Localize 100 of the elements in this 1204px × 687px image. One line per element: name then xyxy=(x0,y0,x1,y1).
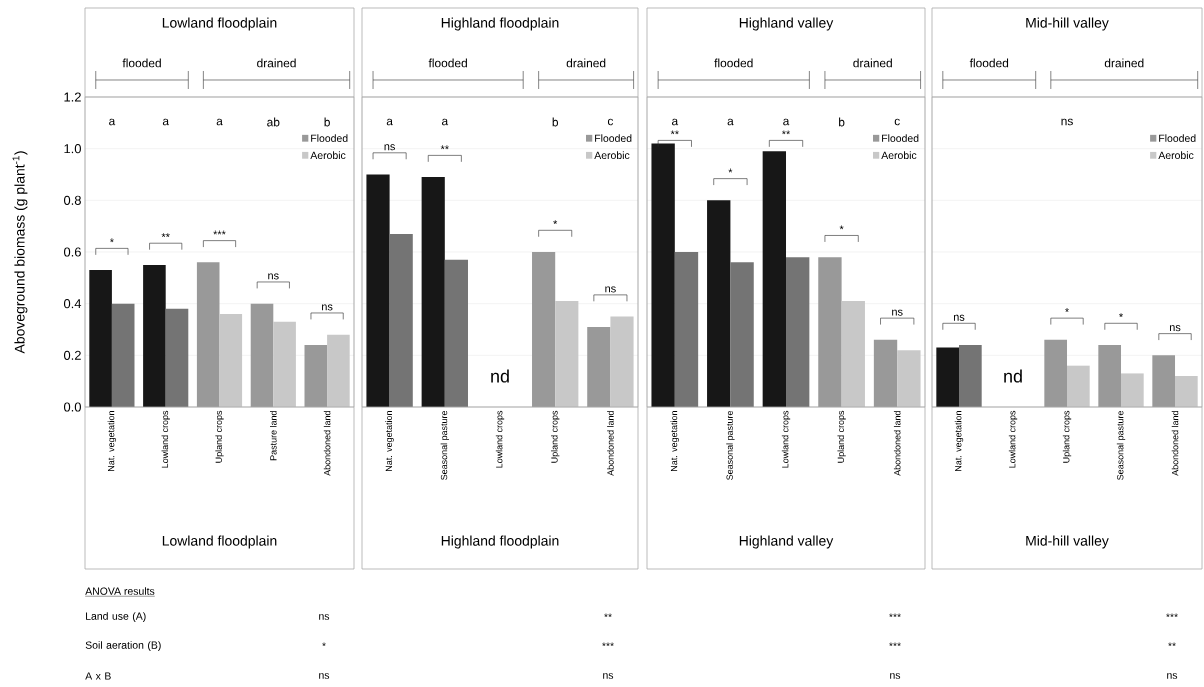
x-tick-label: Pasture land xyxy=(270,411,277,461)
x-axis-title: Highland valley xyxy=(739,535,834,549)
annotation: c xyxy=(894,118,900,126)
chart-title: Lowland floodplain xyxy=(162,17,277,31)
bar xyxy=(610,316,634,407)
x-tick-label: Seasonal pasture xyxy=(726,410,735,480)
bar xyxy=(327,334,350,407)
y-tick-label: 0.8 xyxy=(63,195,81,205)
text: *** xyxy=(1166,613,1178,618)
annotation: ns xyxy=(892,309,903,316)
y-tick-label: 0.4 xyxy=(63,299,82,309)
legend-label: Flooded xyxy=(1159,134,1196,142)
bar xyxy=(936,347,960,407)
annotation: * xyxy=(1119,313,1123,318)
annotation: ns xyxy=(953,314,965,321)
bar xyxy=(674,252,699,407)
y-tick-label: 0.2 xyxy=(63,350,81,360)
bar xyxy=(389,233,413,407)
text: ** xyxy=(604,613,612,618)
x-tick-label: Nat. vegetation xyxy=(670,411,679,471)
annotation: * xyxy=(109,238,114,243)
x-tick-label: Nat. vegetation xyxy=(107,411,117,471)
text: drained xyxy=(1104,58,1144,68)
text: *** xyxy=(889,613,901,618)
text: ns xyxy=(603,673,614,679)
text: *** xyxy=(602,642,614,647)
annotation: ns xyxy=(605,286,616,293)
x-tick-label: Lowland crops xyxy=(161,410,170,468)
text: flooded xyxy=(714,58,753,68)
text: *** xyxy=(889,642,901,647)
x-tick-label: Lowland crops xyxy=(495,410,505,468)
annotation: nd xyxy=(1004,369,1022,383)
bar xyxy=(587,326,611,407)
legend-label: Flooded xyxy=(595,134,632,142)
bar xyxy=(273,321,296,407)
text: ns xyxy=(890,673,901,679)
annotation: a xyxy=(386,118,393,126)
text: ANOVA results xyxy=(85,587,155,595)
annotation: a xyxy=(671,118,679,126)
chart-title: Highland valley xyxy=(739,17,834,31)
y-tick-label: 1.2 xyxy=(64,92,81,102)
x-axis-title: Lowland floodplain xyxy=(162,535,277,549)
text: flooded xyxy=(428,58,467,68)
legend-label: Aerobic xyxy=(881,151,917,160)
text: drained xyxy=(853,58,892,68)
annotation: * xyxy=(728,168,733,173)
x-tick-label: Nat. vegetation xyxy=(954,411,964,471)
x-tick-label: Upland crops xyxy=(837,410,846,463)
legend-label: Aerobic xyxy=(1158,151,1194,160)
bar xyxy=(444,259,468,407)
annotation: a xyxy=(441,118,449,126)
annotation: ns xyxy=(322,304,333,311)
annotation: * xyxy=(839,225,844,230)
annotation: a xyxy=(783,118,790,126)
x-tick-label: Seasonal pasture xyxy=(440,410,449,480)
bar xyxy=(89,270,112,407)
bar xyxy=(366,174,390,407)
bar xyxy=(304,345,328,407)
bar xyxy=(1121,373,1144,407)
y-tick-label: 1.0 xyxy=(64,144,81,154)
text: ns xyxy=(1167,673,1178,679)
legend-label: Flooded xyxy=(882,134,919,142)
text: flooded xyxy=(969,58,1009,68)
bar xyxy=(897,350,921,407)
annotation: ab xyxy=(267,117,280,127)
bar xyxy=(1044,339,1068,407)
bar xyxy=(421,177,445,407)
annotation: a xyxy=(727,118,734,126)
x-axis-title: Mid-hill valley xyxy=(1026,535,1109,549)
annotation: a xyxy=(109,118,116,126)
x-tick-label: Abondoned land xyxy=(607,411,614,476)
annotation: * xyxy=(553,220,558,225)
annotation: ns xyxy=(1169,325,1181,332)
annotation: ns xyxy=(1061,118,1073,126)
bar xyxy=(219,314,243,407)
x-tick-label: Lowland crops xyxy=(1008,410,1018,468)
x-tick-label: Seasonal pasture xyxy=(1116,410,1126,480)
x-axis-title: Highland floodplain xyxy=(441,535,559,549)
bar xyxy=(730,262,754,407)
bar xyxy=(841,301,865,407)
text: ns xyxy=(319,614,330,620)
text: flooded xyxy=(122,58,161,68)
x-tick-label: Abondoned land xyxy=(1171,411,1179,476)
text: * xyxy=(322,642,326,647)
text: A x B xyxy=(85,672,111,680)
annotation: ** xyxy=(670,130,679,135)
x-tick-label: Lowland crops xyxy=(781,410,791,468)
x-tick-label: Nat. vegetation xyxy=(385,411,394,471)
annotation: b xyxy=(324,117,330,127)
bar xyxy=(1067,365,1090,407)
y-axis-title: Aboveground biomass (g plant$^{-1}$) xyxy=(12,151,28,354)
text: Land use (A) xyxy=(86,612,146,622)
annotation: nd xyxy=(491,369,509,383)
annotation: ** xyxy=(440,145,449,150)
bar xyxy=(1152,355,1176,407)
annotation: ns xyxy=(268,273,279,280)
text: Soil aeration (B) xyxy=(85,641,161,651)
annotation: *** xyxy=(213,230,226,235)
annotation: ** xyxy=(781,130,791,135)
bar xyxy=(651,143,675,407)
